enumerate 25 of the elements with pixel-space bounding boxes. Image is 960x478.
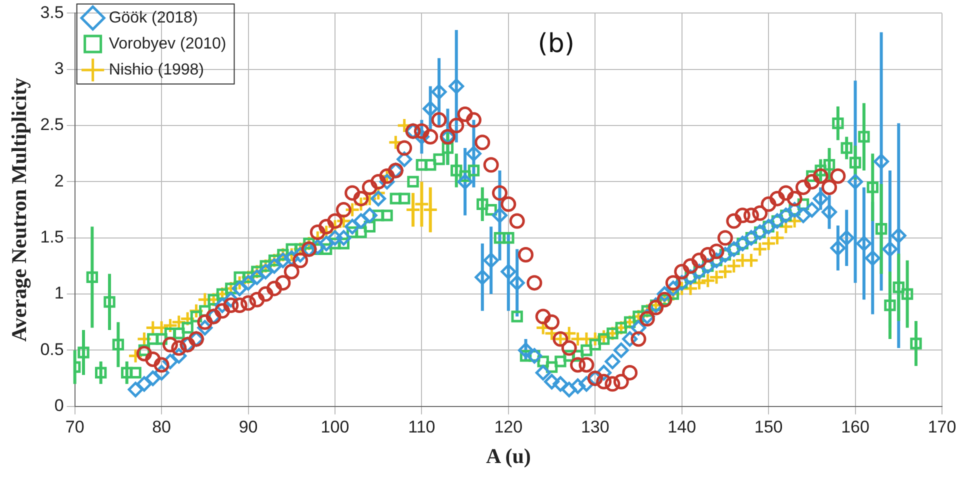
x-tick-label: 90: [238, 417, 258, 436]
y-axis-title: Average Neutron Multiplicity: [7, 77, 32, 342]
x-tick-label: 140: [668, 417, 696, 436]
legend-label: Vorobyev (2010): [108, 35, 226, 52]
legend-label: Göök (2018): [108, 9, 198, 26]
y-tick-label: 3.5: [40, 2, 64, 22]
x-tick-label: 100: [320, 417, 350, 436]
x-tick-label: 160: [841, 417, 870, 436]
y-tick-label: 1.5: [40, 228, 64, 247]
y-tick-label: 1: [54, 284, 64, 303]
y-tick-label: 0: [54, 396, 64, 416]
y-tick-label: 2: [54, 171, 64, 190]
x-tick-label: 170: [928, 417, 956, 436]
y-tick-label: 0.5: [40, 340, 64, 359]
y-tick-label: 2.5: [40, 115, 64, 134]
x-tick-label: 150: [754, 417, 783, 436]
y-tick-label: 3: [54, 59, 64, 78]
legend-label: Nishio (1998): [108, 61, 204, 78]
x-axis-title: A (u): [486, 444, 531, 468]
x-tick-label: 80: [152, 417, 172, 436]
x-tick-label: 130: [580, 417, 610, 436]
x-tick-label: 110: [408, 417, 436, 436]
annotation: (b): [538, 28, 575, 59]
x-tick-label: 70: [65, 417, 84, 436]
x-tick-label: 120: [494, 417, 523, 436]
